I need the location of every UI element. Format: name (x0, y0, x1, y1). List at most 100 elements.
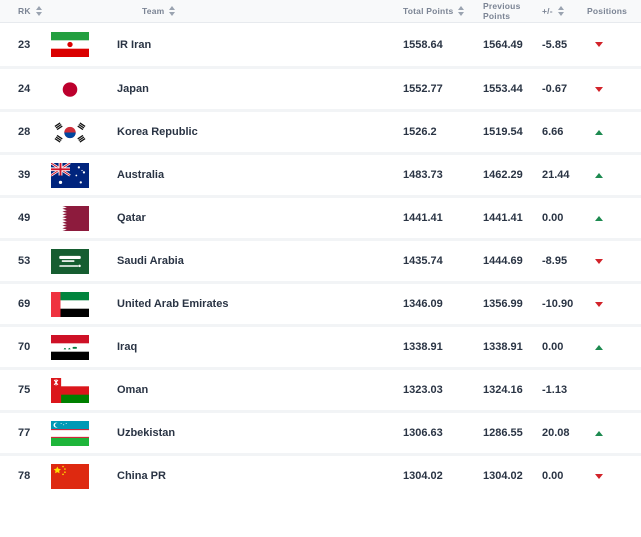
team-flag-icon-korea (51, 119, 89, 145)
trend-down-icon (595, 86, 603, 92)
previous-points-value: 1324.16 (483, 384, 523, 396)
table-row[interactable]: 70 Iraq 1338.91 1338.91 0.00 (0, 324, 641, 367)
sort-icon[interactable] (458, 6, 465, 16)
positions-cell (587, 215, 631, 221)
points-change-value: -5.85 (542, 38, 568, 51)
total-points-value: 1323.03 (403, 384, 443, 396)
column-header-team[interactable]: Team (51, 6, 403, 16)
rank-value: 78 (18, 470, 31, 482)
table-row[interactable]: 69 United Arab Emirates 1346.09 1356.99 … (0, 281, 641, 324)
table-row[interactable]: 23 IR Iran 1558.64 1564.49 -5.85 (0, 23, 641, 66)
column-header-label: RK (18, 6, 31, 16)
previous-points-value: 1286.55 (483, 427, 523, 439)
previous-points-value: 1304.02 (483, 470, 523, 482)
column-header-label: Team (142, 6, 165, 16)
points-change-value: 0.00 (542, 212, 564, 224)
rank-value: 69 (18, 298, 31, 310)
points-change-value: -0.67 (542, 83, 568, 95)
rank-value: 24 (18, 83, 31, 95)
team-cell: Australia (51, 162, 403, 188)
trend-up-icon (595, 344, 603, 350)
column-header-rank[interactable]: RK (0, 6, 51, 16)
positions-cell (587, 301, 631, 307)
rank-cell: 23 (0, 39, 51, 51)
team-cell: Iraq (51, 334, 403, 360)
team-name[interactable]: Uzbekistan (117, 427, 176, 439)
team-cell: China PR (51, 463, 403, 489)
trend-down-icon (595, 301, 603, 307)
total-points-value: 1441.41 (403, 212, 443, 224)
column-header-total[interactable]: Total Points (403, 6, 483, 16)
team-flag-icon-uzbekistan (51, 420, 89, 446)
positions-cell (587, 258, 631, 264)
team-name[interactable]: Qatar (117, 212, 146, 224)
team-name[interactable]: Iraq (117, 341, 138, 353)
positions-cell (587, 473, 631, 479)
total-points-value: 1306.63 (403, 427, 443, 439)
table-row[interactable]: 77 Uzbekistan 1306.63 1286.55 20.08 (0, 410, 641, 453)
previous-points-value: 1462.29 (483, 169, 523, 181)
team-flag-icon-uae (51, 291, 89, 317)
team-name[interactable]: Oman (117, 384, 149, 396)
table-row[interactable]: 75 Oman 1323.03 1324.16 -1.13 (0, 367, 641, 410)
rank-value: 28 (18, 126, 31, 138)
table-row[interactable]: 28 Korea Republic 1526.2 1519.54 6.66 (0, 109, 641, 152)
team-cell: Uzbekistan (51, 420, 403, 446)
rank-value: 70 (18, 341, 31, 353)
team-name[interactable]: Saudi Arabia (117, 255, 184, 267)
previous-points-value: 1338.91 (483, 341, 523, 353)
table-row[interactable]: 39 Australia 1483.73 1462.29 21.44 (0, 152, 641, 195)
table-row[interactable]: 53 Saudi Arabia 1435.74 1444.69 -8.95 (0, 238, 641, 281)
trend-down-icon (595, 258, 603, 264)
trend-up-icon (595, 215, 603, 221)
team-cell: United Arab Emirates (51, 291, 403, 317)
column-header-label: +/- (542, 6, 553, 16)
table-body: 23 IR Iran 1558.64 1564.49 -5.85 24 Japa… (0, 23, 641, 496)
trend-up-icon (595, 430, 603, 436)
rank-value: 49 (18, 212, 31, 224)
team-name[interactable]: Korea Republic (117, 126, 198, 138)
points-change-value: -1.13 (542, 384, 568, 396)
table-row[interactable]: 24 Japan 1552.77 1553.44 -0.67 (0, 66, 641, 109)
team-cell: Saudi Arabia (51, 248, 403, 274)
total-points-value: 1558.64 (403, 38, 443, 51)
team-flag-icon-japan (51, 76, 89, 102)
sort-icon[interactable] (169, 6, 176, 16)
sort-icon[interactable] (557, 6, 564, 16)
rank-value: 77 (18, 427, 31, 439)
column-header-label: Positions (587, 6, 628, 16)
column-header-positions: Positions (587, 6, 631, 16)
team-flag-icon-qatar (51, 205, 89, 231)
column-header-previous: Previous Points (483, 1, 542, 21)
previous-points-value: 1441.41 (483, 212, 523, 224)
column-header-change[interactable]: +/- (542, 6, 587, 16)
team-name[interactable]: Australia (117, 169, 165, 181)
rank-cell: 49 (0, 212, 51, 224)
team-name[interactable]: China PR (117, 470, 166, 482)
team-name[interactable]: United Arab Emirates (117, 298, 229, 310)
column-header-label: Previous Points (483, 1, 521, 21)
total-points-value: 1552.77 (403, 83, 443, 95)
rank-value: 75 (18, 384, 31, 396)
previous-points-value: 1356.99 (483, 298, 523, 310)
table-row[interactable]: 49 Qatar 1441.41 1441.41 0.00 (0, 195, 641, 238)
points-change-value: 6.66 (542, 126, 564, 138)
trend-down-icon (595, 42, 603, 47)
previous-points-value: 1553.44 (483, 83, 523, 95)
previous-points-value: 1564.49 (483, 38, 523, 51)
rank-cell: 78 (0, 470, 51, 482)
team-name[interactable]: Japan (117, 83, 149, 95)
team-cell: IR Iran (51, 32, 403, 57)
table-row[interactable]: 78 China PR 1304.02 1304.02 0.00 (0, 453, 641, 496)
team-cell: Korea Republic (51, 119, 403, 145)
points-change-value: 0.00 (542, 341, 564, 353)
team-name[interactable]: IR Iran (117, 38, 152, 51)
total-points-value: 1483.73 (403, 169, 443, 181)
rank-cell: 77 (0, 427, 51, 439)
previous-points-value: 1519.54 (483, 126, 523, 138)
points-change-value: 0.00 (542, 470, 564, 482)
table-header-row: RK Team Total Points Previous Points +/-… (0, 0, 641, 23)
sort-icon[interactable] (35, 6, 42, 16)
rank-cell: 53 (0, 255, 51, 267)
total-points-value: 1304.02 (403, 470, 443, 482)
